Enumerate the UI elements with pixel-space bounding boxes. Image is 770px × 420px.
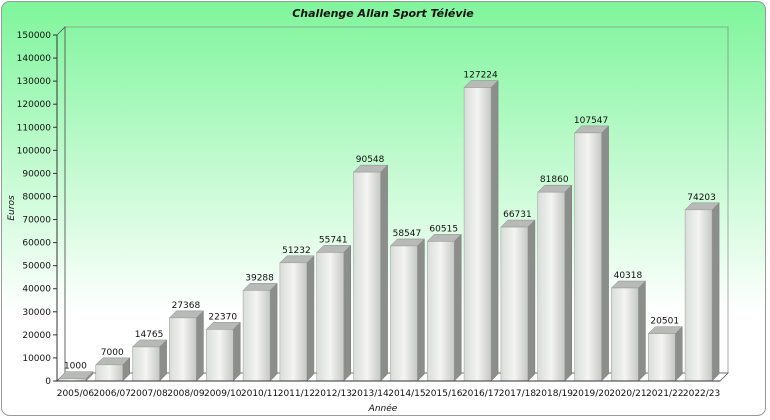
data-label: 81860: [540, 175, 569, 185]
bar: [206, 329, 234, 382]
x-tick-label: 2005/06: [57, 389, 95, 399]
y-tick-label: 130000: [17, 77, 52, 87]
bar: [427, 241, 455, 382]
y-axis-title: Euros: [7, 195, 17, 221]
y-tick-label: 60000: [22, 239, 51, 249]
bar: [279, 262, 308, 382]
data-label: 20501: [650, 317, 679, 327]
bar: [574, 132, 602, 382]
x-tick-label: 2010/11: [241, 389, 278, 399]
x-tick-label: 2007/08: [130, 389, 168, 399]
bar-side: [269, 282, 278, 382]
bar: [353, 171, 381, 382]
plot-area: 0 10000 20000 30000 40000 50000 60000 70000 8000…: [17, 26, 729, 399]
x-tick-label: 2020/21: [609, 389, 646, 399]
data-label: 127224: [463, 71, 498, 81]
data-label: 39288: [245, 273, 274, 283]
y-tick-label: 0: [45, 377, 51, 387]
data-label: 51232: [282, 246, 311, 256]
y-tick-label: 140000: [17, 54, 52, 64]
x-tick-label: 2009/10: [204, 389, 242, 399]
data-label: 22370: [208, 312, 237, 322]
bar-side: [417, 238, 425, 382]
x-axis-title: Année: [368, 403, 398, 414]
bar: [648, 333, 676, 382]
x-tick-label: 2021/22: [646, 389, 683, 399]
data-label: 55741: [319, 235, 348, 245]
x-tick-label: 2011/12: [278, 389, 315, 399]
x-tick-label: 2019/20: [572, 389, 610, 399]
bar-side: [306, 255, 315, 382]
x-tick-label: 2016/17: [462, 389, 499, 399]
data-label: 58547: [393, 229, 422, 239]
bar: [611, 287, 639, 382]
x-tick-label: 2013/14: [351, 389, 389, 399]
y-tick-label: 120000: [17, 100, 52, 110]
bar-side: [564, 184, 572, 382]
bar-side: [233, 321, 241, 382]
bar-side: [454, 233, 462, 382]
bar: [242, 290, 271, 382]
y-tick-label: 70000: [22, 216, 51, 226]
bar-side: [601, 125, 609, 382]
bar: [463, 87, 492, 382]
bar-side: [675, 326, 683, 382]
chart-title: Challenge Allan Sport Télévie: [292, 7, 474, 20]
bar-side: [638, 280, 646, 382]
x-tick-label: 2018/19: [536, 389, 574, 399]
data-label: 66731: [503, 210, 532, 220]
bar: [316, 252, 344, 382]
y-tick-label: 30000: [22, 308, 51, 318]
y-tick-label: 110000: [17, 123, 52, 133]
bar-side: [343, 244, 351, 382]
data-label: 60515: [429, 224, 458, 234]
x-tick-label: 2006/07: [94, 389, 131, 399]
bar: [132, 346, 160, 382]
y-tick-label: 50000: [22, 262, 51, 272]
y-tick-label: 90000: [22, 169, 51, 179]
bar: [95, 364, 123, 382]
bar-side: [711, 202, 720, 382]
data-label: 1000: [64, 362, 87, 372]
bar: [390, 245, 418, 382]
bar: [500, 226, 529, 382]
x-tick-label: 2008/09: [167, 389, 205, 399]
y-tick-label: 40000: [22, 285, 51, 295]
y-tick-label: 150000: [17, 31, 52, 41]
x-tick-label: 2012/13: [315, 389, 352, 399]
data-label: 74203: [687, 193, 716, 203]
y-tick-label: 100000: [17, 146, 52, 156]
data-label: 14765: [135, 330, 164, 340]
bar: [537, 191, 565, 382]
y-tick-label: 10000: [22, 354, 51, 364]
bar-side: [380, 164, 388, 382]
bar-side: [490, 79, 499, 382]
data-label: 7000: [101, 348, 124, 358]
y-tick-label: 80000: [22, 192, 51, 202]
bar: [684, 209, 713, 382]
y-tick-label: 20000: [22, 331, 51, 341]
bar: [169, 317, 197, 382]
bar-side: [527, 219, 536, 382]
data-label: 107547: [574, 116, 608, 126]
x-tick-label: 2022/23: [683, 389, 720, 399]
x-tick-label: 2017/18: [499, 389, 537, 399]
data-label: 27368: [172, 301, 201, 311]
data-label: 40318: [614, 271, 643, 281]
x-tick-label: 2014/15: [388, 389, 425, 399]
data-label: 90548: [356, 155, 385, 165]
x-tick-label: 2015/16: [425, 389, 463, 399]
bar-side: [196, 310, 204, 382]
